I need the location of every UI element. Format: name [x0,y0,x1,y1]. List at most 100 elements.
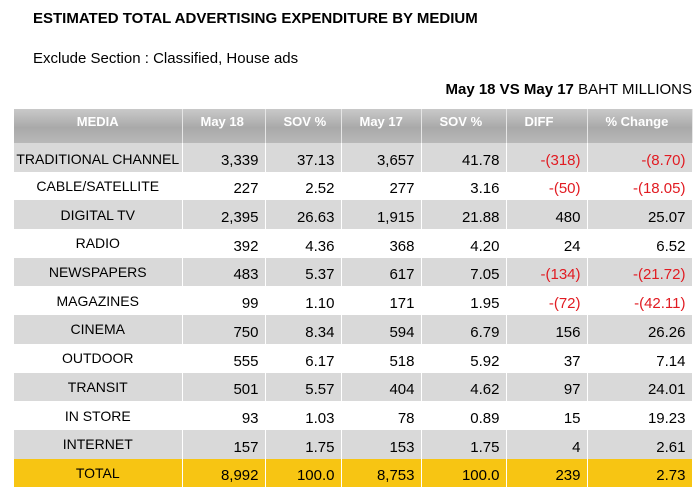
cell-change: 25.07 [587,200,693,230]
cell-may18: 227 [182,171,266,201]
cell-sov17: 41.78 [421,143,507,172]
cell-diff: -(134) [506,257,588,287]
col-header-may18: May 18 [182,109,266,143]
comparison-unit-line: May 18 VS May 17 BAHT MILLIONS [445,81,692,99]
cell-media: INTERNET [14,429,183,459]
cell-may18: 8,992 [182,458,266,488]
cell-media: RADIO [14,229,183,258]
cell-may18: 501 [182,372,266,402]
cell-change: 7.14 [587,343,693,373]
cell-may18: 93 [182,401,266,430]
cell-may17: 277 [341,171,422,201]
cell-sov17: 7.05 [421,257,507,287]
cell-may17: 594 [341,315,422,344]
cell-sov17: 1.75 [421,429,507,459]
cell-may18: 2,395 [182,200,266,230]
col-header-sov18: SOV % [265,109,342,143]
table-row: CINEMA 750 8.34 594 6.79 156 26.26 [14,315,693,344]
cell-diff: 37 [506,343,588,373]
cell-diff: 24 [506,229,588,258]
cell-change: -(21.72) [587,257,693,287]
table-row: TRADITIONAL CHANNEL 3,339 37.13 3,657 41.78-… [14,143,693,172]
table-row: DIGITAL TV 2,395 26.63 1,915 21.88 480 25.07 [14,200,693,230]
table-row: OUTDOOR 555 6.17 518 5.92 37 7.14 [14,343,693,373]
cell-may17: 171 [341,286,422,316]
cell-media: TOTAL [14,458,183,488]
table-row: INTERNET 157 1.75 153 1.75 4 2.61 [14,429,693,459]
cell-sov18: 1.10 [265,286,342,316]
cell-sov18: 37.13 [265,143,342,172]
cell-sov18: 2.52 [265,171,342,201]
cell-may17: 3,657 [341,143,422,172]
cell-may17: 78 [341,401,422,430]
cell-sov17: 6.79 [421,315,507,344]
cell-media: TRADITIONAL CHANNEL [14,143,183,172]
cell-sov18: 5.37 [265,257,342,287]
cell-diff: 480 [506,200,588,230]
table-row: IN STORE 93 1.03 78 0.89 15 19.23 [14,401,693,430]
expenditure-table: MEDIA May 18 SOV % May 17 SOV % DIFF % C… [14,109,693,488]
cell-may18: 483 [182,257,266,287]
cell-may17: 8,753 [341,458,422,488]
cell-may17: 153 [341,429,422,459]
table-row: CABLE/SATELLITE 227 2.52 277 3.16 -(50) -(18.0… [14,171,693,201]
cell-change: 2.61 [587,429,693,459]
table-body: TRADITIONAL CHANNEL 3,339 37.13 3,657 41.78-… [14,143,693,488]
cell-media: DIGITAL TV [14,200,183,230]
cell-may17: 617 [341,257,422,287]
cell-sov17: 21.88 [421,200,507,230]
cell-diff: 156 [506,315,588,344]
cell-may17: 1,915 [341,200,422,230]
cell-diff: -(318) [506,143,588,172]
cell-sov18: 100.0 [265,458,342,488]
report-title: ESTIMATED TOTAL ADVERTISING EXPENDITURE … [33,10,478,27]
cell-may17: 518 [341,343,422,373]
cell-media: CABLE/SATELLITE [14,171,183,201]
cell-sov18: 5.57 [265,372,342,402]
cell-change: 2.73 [587,458,693,488]
cell-change: -(8.70) [587,143,693,172]
cell-sov18: 1.75 [265,429,342,459]
cell-media: CINEMA [14,315,183,344]
total-row: TOTAL 8,992 100.0 8,753 100.0 239 2.73 [14,458,693,488]
cell-may18: 750 [182,315,266,344]
cell-diff: -(50) [506,171,588,201]
cell-may18: 392 [182,229,266,258]
cell-sov17: 100.0 [421,458,507,488]
cell-sov18: 1.03 [265,401,342,430]
cell-may17: 368 [341,229,422,258]
col-header-may17: May 17 [341,109,422,143]
cell-change: -(18.05) [587,171,693,201]
table-row: RADIO 392 4.36 368 4.20 24 6.52 [14,229,693,258]
cell-change: -(42.11) [587,286,693,316]
cell-may17: 404 [341,372,422,402]
cell-may18: 99 [182,286,266,316]
cell-may18: 555 [182,343,266,373]
cell-diff: -(72) [506,286,588,316]
col-header-sov17: SOV % [421,109,507,143]
table-row: TRANSIT 501 5.57 404 4.62 97 24.01 [14,372,693,402]
cell-media: NEWSPAPERS [14,257,183,287]
cell-sov18: 4.36 [265,229,342,258]
cell-sov18: 8.34 [265,315,342,344]
cell-sov17: 4.62 [421,372,507,402]
cell-may18: 3,339 [182,143,266,172]
cell-media: OUTDOOR [14,343,183,373]
cell-sov17: 4.20 [421,229,507,258]
unit-label: BAHT MILLIONS [578,81,692,98]
cell-change: 24.01 [587,372,693,402]
cell-sov17: 1.95 [421,286,507,316]
cell-diff: 15 [506,401,588,430]
cell-media: IN STORE [14,401,183,430]
table-header-row: MEDIA May 18 SOV % May 17 SOV % DIFF % C… [14,109,693,143]
cell-sov18: 26.63 [265,200,342,230]
cell-sov17: 5.92 [421,343,507,373]
table-row: MAGAZINES 99 1.10 171 1.95 -(72) -(42.11) [14,286,693,316]
cell-sov17: 3.16 [421,171,507,201]
cell-sov18: 6.17 [265,343,342,373]
report-subtitle: Exclude Section : Classified, House ads [33,50,299,67]
col-header-change: % Change [587,109,693,143]
col-header-media: MEDIA [14,109,183,143]
cell-change: 19.23 [587,401,693,430]
cell-diff: 4 [506,429,588,459]
